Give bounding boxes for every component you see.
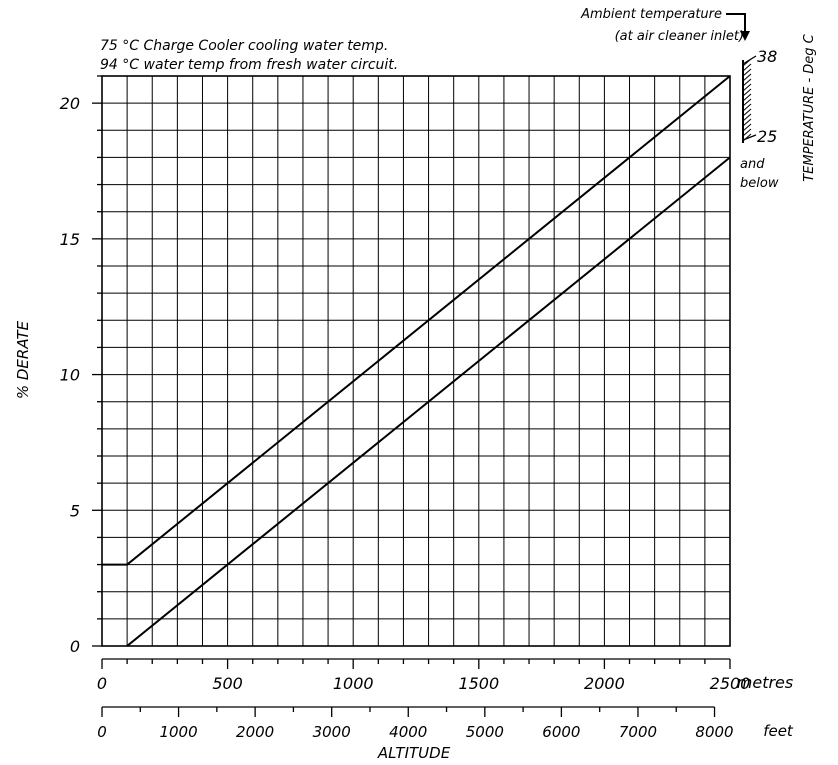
feet-tick-label: 7000 [619,723,657,741]
series-line-25 [126,156,731,647]
note-fresh-water: 94 °C water temp from fresh water circui… [100,57,398,73]
series-layer [102,75,731,647]
below-label: below [740,176,779,191]
y-tick-label: 15 [60,230,80,249]
y-axis-label: % DERATE [14,320,32,399]
feet-tick-label: 3000 [313,723,351,741]
hatch-mark [742,113,752,122]
feet-tick-label: 1000 [159,723,197,741]
y-tick-label: 0 [70,637,80,656]
note-charge-cooler: 75 °C Charge Cooler cooling water temp. [100,38,388,54]
x-axis-label: ALTITUDE [377,744,451,762]
temperature-scale: Ambient temperature (at air cleaner inle… [580,7,817,191]
axes: 0 5 10 15 20 0 500 1000 1500 2000 2500 0 1000 2000 300… [60,75,751,741]
grid [101,75,731,647]
y-tick-label: 20 [60,94,80,113]
metres-tick-label: 1000 [333,674,374,693]
hatch-mark [742,123,752,132]
ambient-label: Ambient temperature [580,7,722,22]
metres-tick-label: 2000 [584,674,625,693]
hatch-mark [742,88,752,97]
feet-tick-label: 0 [97,723,107,741]
hatch-mark [742,63,752,72]
feet-tick-label: 2000 [236,723,274,741]
x-unit-feet: feet [763,722,794,740]
hatch-mark [742,108,752,117]
temp-top-leader [742,55,757,65]
metres-tick-label: 0 [97,674,107,693]
hatch-mark [742,83,752,92]
metres-tick-label: 1500 [458,674,499,693]
temp-bottom-value: 25 [757,127,777,146]
feet-tick-label: 5000 [466,723,504,741]
hatch-mark [742,78,752,87]
metres-tick-label: 500 [212,674,243,693]
ambient-arrow-head-icon [740,31,750,41]
ambient-sublabel: (at air cleaner inlet) [615,29,744,44]
and-label: and [740,157,765,172]
feet-tick-label: 6000 [542,723,580,741]
temp-top-value: 38 [757,47,777,66]
hatch-mark [742,93,752,102]
plot-frame [101,75,731,647]
hatch-mark [742,103,752,112]
temperature-title: TEMPERATURE - Deg C [802,33,817,181]
y-tick-label: 10 [60,366,80,385]
ambient-arrow-line [726,13,746,32]
hatch-mark [742,128,752,137]
hatch-mark [742,68,752,77]
y-tick-label: 5 [70,501,80,520]
hatch-mark [742,98,752,107]
hatch-mark [742,73,752,82]
feet-tick-label: 8000 [695,723,733,741]
hatch-mark [742,118,752,127]
metres-tick-label: 2500 [710,674,751,693]
series-line-38 [102,75,731,566]
temp-scale-hatch [742,58,752,142]
feet-tick-label: 4000 [389,723,427,741]
temp-bottom-leader [742,134,757,141]
x-unit-metres: metres [737,673,793,692]
